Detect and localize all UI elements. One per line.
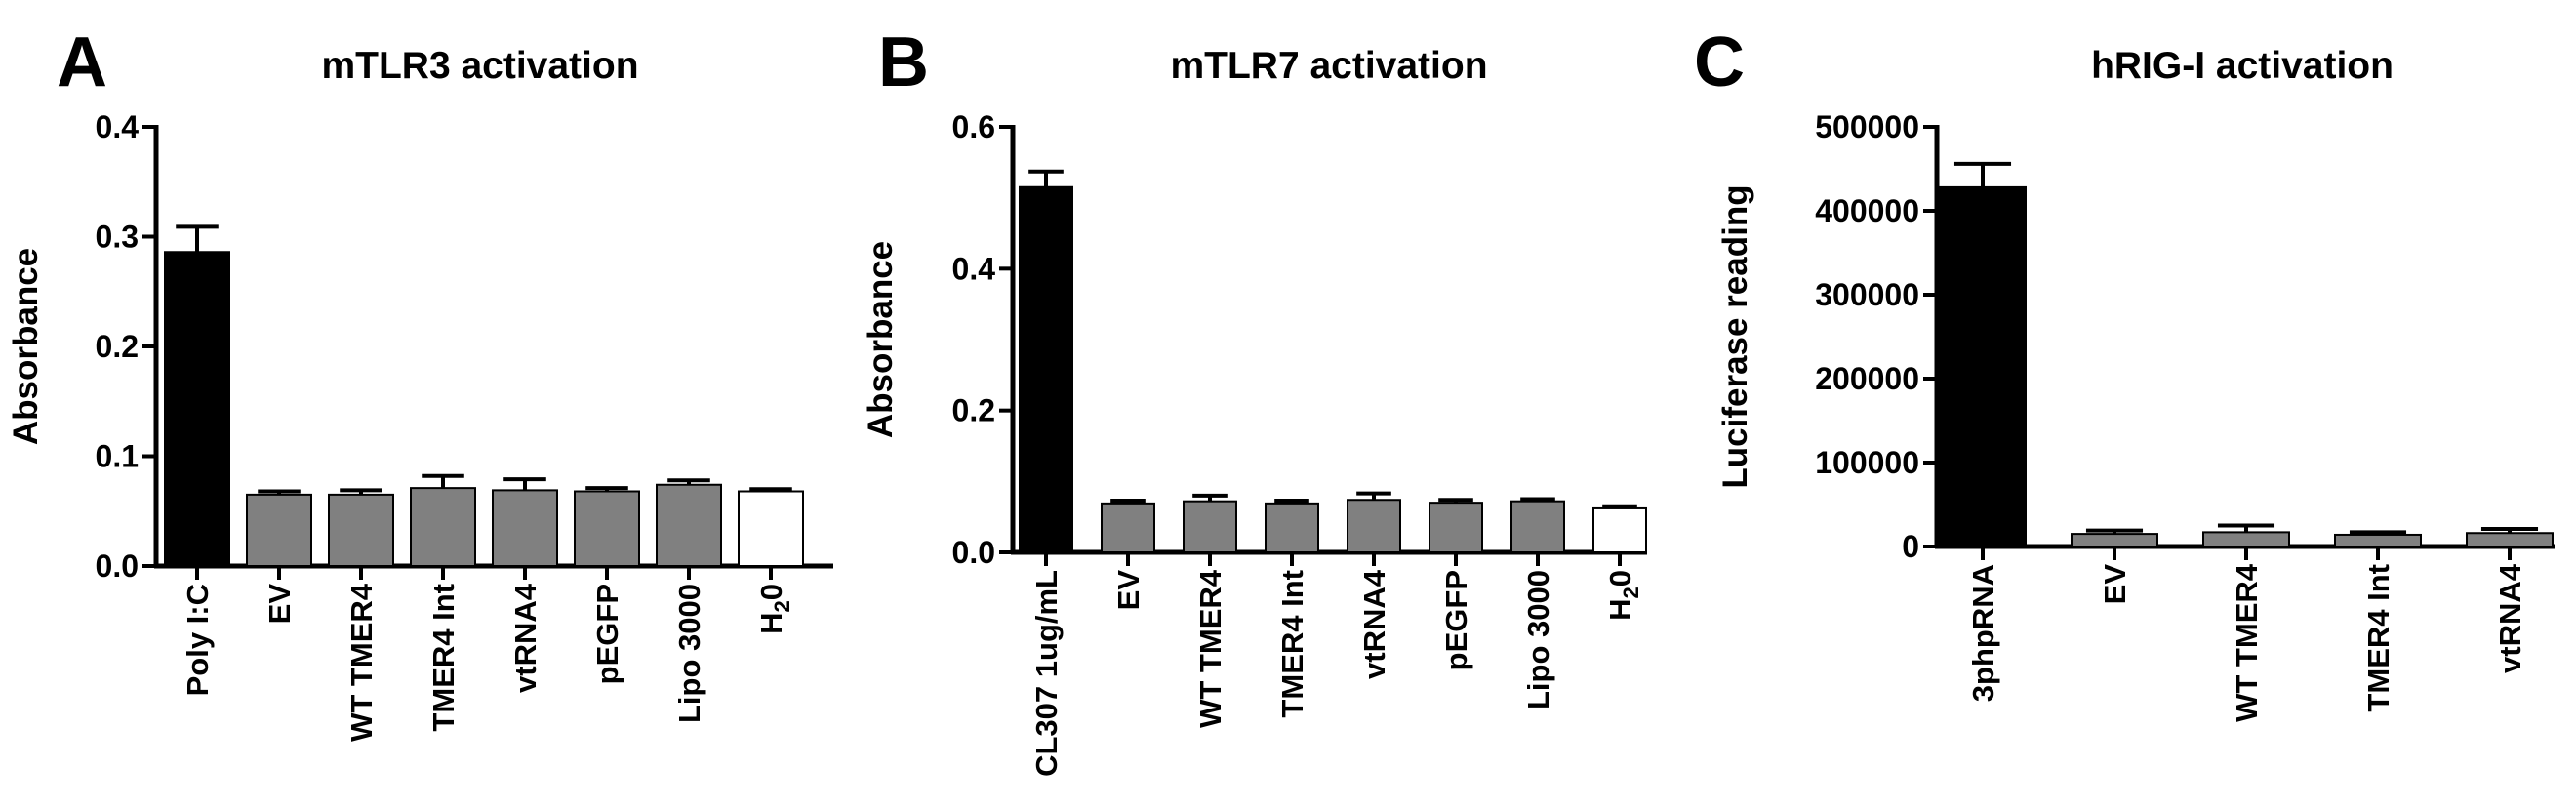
y-tick-label: 300000 — [1815, 277, 1919, 312]
y-tick-label: 0.0 — [96, 548, 139, 584]
category-label: vtRNA4 — [508, 583, 543, 693]
bar-2 — [2202, 531, 2290, 548]
bar-2 — [328, 493, 394, 567]
bar-7 — [738, 490, 804, 567]
category-label: CL307 1ug/mL — [1029, 570, 1064, 777]
bar-0 — [164, 251, 230, 567]
y-tick-label: 0.4 — [952, 251, 996, 286]
y-tick-label: 100000 — [1815, 445, 1919, 480]
bar-5 — [574, 490, 640, 567]
bar-6 — [1510, 500, 1565, 553]
chart-title: mTLR7 activation — [1170, 45, 1487, 87]
category-label: Lipo 3000 — [1521, 570, 1555, 709]
category-label: TMER4 Int — [426, 584, 461, 732]
bar-5 — [1429, 502, 1483, 554]
panel-letter: C — [1694, 23, 1745, 101]
y-tick-label: 0.2 — [952, 393, 995, 428]
y-tick-label: 0.1 — [96, 439, 139, 474]
category-label: H20 — [754, 584, 794, 634]
bar-4 — [2466, 532, 2554, 547]
category-label: H20 — [1603, 570, 1643, 621]
bar-3 — [1265, 502, 1319, 553]
y-tick-label: 0.2 — [96, 329, 139, 364]
bar-1 — [1101, 502, 1155, 553]
bar-1 — [246, 493, 312, 567]
bar-3 — [2334, 533, 2422, 548]
category-label: vtRNA4 — [1357, 569, 1391, 679]
bar-3 — [410, 487, 476, 567]
category-label: pEGFP — [590, 584, 624, 684]
y-axis-label: Luciferase reading — [1716, 184, 1754, 488]
category-label: Lipo 3000 — [672, 584, 706, 723]
y-tick-label: 200000 — [1815, 361, 1919, 396]
category-label: WT TMER4 — [344, 583, 379, 742]
chart-title: mTLR3 activation — [321, 45, 638, 87]
bar-0 — [1939, 185, 2027, 547]
bar-0 — [1019, 185, 1073, 553]
y-tick-label: 0 — [1902, 529, 1919, 564]
category-label: TMER4 Int — [1275, 570, 1309, 718]
y-tick-label: 0.6 — [952, 109, 995, 144]
y-tick-label: 500000 — [1815, 109, 1919, 144]
category-label: EV — [262, 584, 297, 625]
panel-letter: B — [878, 23, 929, 101]
category-label: pEGFP — [1439, 570, 1473, 670]
category-label: 3phpRNA — [1966, 564, 2000, 702]
panel-letter: A — [57, 23, 107, 101]
y-tick-label: 0.0 — [952, 535, 995, 570]
chart-title: hRIG-I activation — [2091, 45, 2394, 87]
category-label: vtRNA4 — [2493, 563, 2527, 673]
y-axis-label: Absorbance — [7, 248, 45, 445]
category-label: Poly I:C — [181, 584, 215, 696]
bar-7 — [1592, 506, 1647, 553]
bar-6 — [656, 483, 722, 567]
y-axis-label: Absorbance — [862, 241, 900, 438]
category-label: EV — [1111, 570, 1146, 611]
bar-4 — [492, 489, 558, 567]
category-label: WT TMER4 — [2230, 563, 2264, 722]
y-tick-label: 0.4 — [96, 109, 140, 144]
category-label: EV — [2098, 564, 2132, 605]
category-label: TMER4 Int — [2361, 564, 2395, 712]
bar-1 — [2071, 533, 2158, 547]
bar-2 — [1183, 500, 1237, 553]
category-label: WT TMER4 — [1193, 569, 1228, 728]
y-tick-label: 400000 — [1815, 193, 1919, 228]
y-tick-label: 0.3 — [96, 220, 139, 255]
bar-4 — [1347, 499, 1401, 554]
